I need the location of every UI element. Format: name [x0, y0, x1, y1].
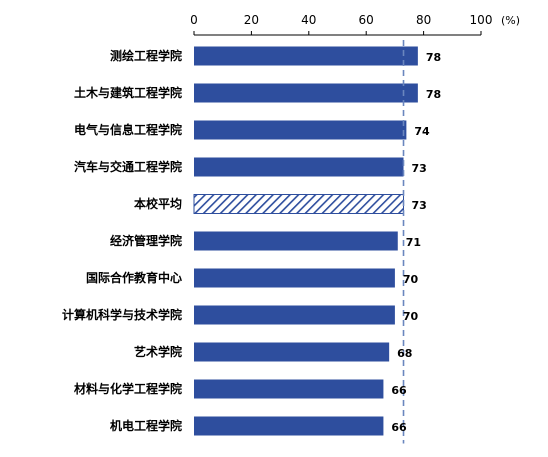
- labels: 测绘工程学院 78 土木与建筑工程学院 78 电气与信息工程学院 74 汽车与交通工程学院 7…: [62, 48, 441, 434]
- category-label: 电气与信息工程学院: [74, 122, 182, 137]
- category-label: 经济管理学院: [110, 233, 182, 248]
- category-label: 计算机科学与技术学院: [62, 307, 182, 322]
- value-label: 78: [426, 51, 441, 64]
- x-tick-label: 80: [416, 13, 431, 27]
- bar: [194, 342, 390, 362]
- category-label: 艺术学院: [134, 344, 182, 359]
- value-label: 66: [391, 421, 407, 434]
- bar-average: [193, 194, 405, 214]
- bar: [194, 268, 395, 288]
- bar: [194, 83, 418, 103]
- category-label: 土木与建筑工程学院: [74, 85, 182, 100]
- x-axis: 0 20 40 60 80 100 (%): [190, 13, 520, 36]
- x-tick-label: 20: [244, 13, 259, 27]
- bar: [194, 120, 407, 140]
- x-tick-label: 0: [190, 13, 198, 27]
- value-label: 68: [397, 347, 412, 360]
- value-label: 78: [426, 88, 441, 101]
- value-label: 73: [412, 199, 427, 212]
- category-label: 本校平均: [134, 196, 182, 211]
- bar: [194, 46, 418, 66]
- unit-label: (%): [501, 14, 520, 27]
- bar: [194, 231, 398, 251]
- value-label: 66: [391, 384, 407, 397]
- category-label: 机电工程学院: [110, 418, 182, 433]
- value-label: 71: [406, 236, 421, 249]
- bar: [194, 157, 404, 177]
- bar: [194, 379, 384, 399]
- category-label: 测绘工程学院: [110, 48, 182, 63]
- bars: [193, 46, 418, 436]
- bar: [194, 305, 395, 325]
- value-label: 70: [403, 273, 419, 286]
- x-tick-label: 100: [470, 13, 493, 27]
- value-label: 74: [414, 125, 430, 138]
- category-label: 汽车与交通工程学院: [74, 159, 182, 174]
- x-tick-label: 60: [359, 13, 374, 27]
- value-label: 73: [412, 162, 427, 175]
- value-label: 70: [403, 310, 419, 323]
- category-label: 国际合作教育中心: [86, 270, 182, 285]
- bar: [194, 416, 384, 436]
- x-tick-label: 40: [301, 13, 316, 27]
- category-label: 材料与化学工程学院: [73, 381, 182, 396]
